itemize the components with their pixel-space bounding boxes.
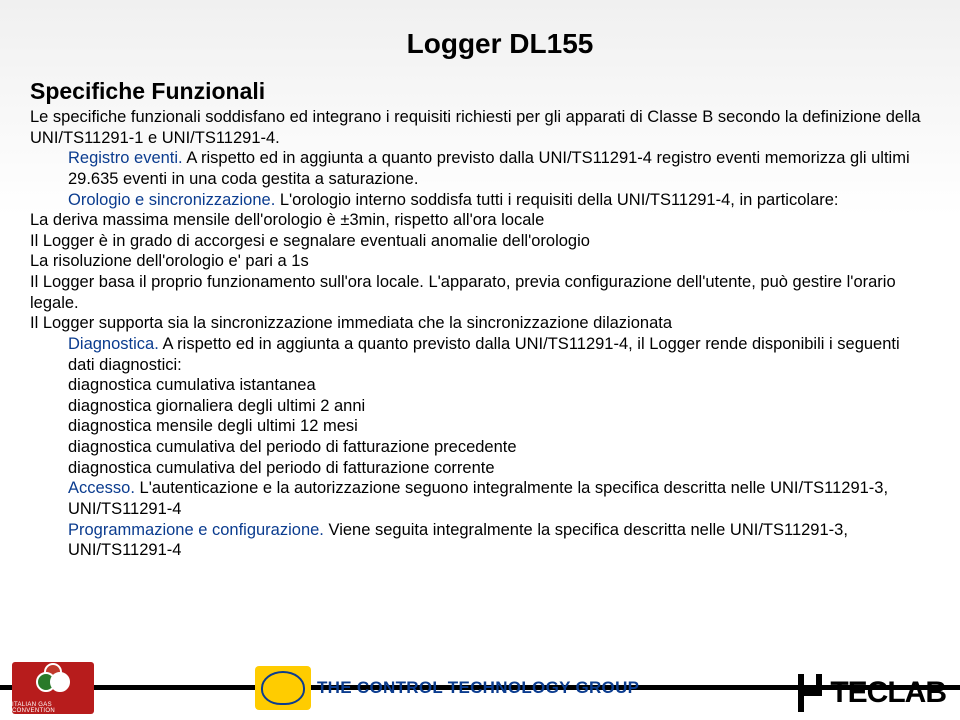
diag-line-2: diagnostica giornaliera degli ultimi 2 a…: [68, 396, 930, 417]
footer: ITALIAN GAS CONVENTION THE CONTROL TECHN…: [0, 658, 960, 720]
cpl-logo-icon: [255, 666, 311, 710]
igc-caption: ITALIAN GAS CONVENTION: [12, 702, 94, 714]
tagline-text: THE CONTROL TECHNOLOGY GROUP: [317, 678, 639, 698]
accesso-block: Accesso. L'autenticazione e la autorizza…: [68, 478, 930, 519]
orologio-label: Orologio e sincronizzazione.: [68, 191, 280, 209]
orologio-body: L'orologio interno soddisfa tutti i requ…: [280, 191, 839, 209]
accesso-label: Accesso.: [68, 479, 140, 497]
diagnostica-label: Diagnostica.: [68, 335, 162, 353]
diag-line-1: diagnostica cumulativa istantanea: [68, 375, 930, 396]
igc-rings-icon: [34, 663, 72, 701]
orologio-line-5: Il Logger supporta sia la sincronizzazio…: [30, 313, 930, 334]
registro-body: A rispetto ed in aggiunta a quanto previ…: [68, 149, 910, 188]
registro-block: Registro eventi. A rispetto ed in aggiun…: [68, 148, 930, 189]
section-heading: Specifiche Funzionali: [30, 78, 930, 105]
orologio-line-1: La deriva massima mensile dell'orologio …: [30, 210, 930, 231]
teclab-logo: TECLAB: [798, 674, 946, 712]
orologio-line-3: La risoluzione dell'orologio e' pari a 1…: [30, 251, 930, 272]
diag-line-4: diagnostica cumulativa del periodo di fa…: [68, 437, 930, 458]
igc-logo: ITALIAN GAS CONVENTION: [12, 662, 94, 714]
programmazione-block: Programmazione e configurazione. Viene s…: [68, 520, 930, 561]
center-brand: THE CONTROL TECHNOLOGY GROUP: [255, 666, 639, 710]
registro-label: Registro eventi.: [68, 149, 186, 167]
programmazione-label: Programmazione e configurazione.: [68, 521, 328, 539]
diag-line-3: diagnostica mensile degli ultimi 12 mesi: [68, 416, 930, 437]
diagnostica-body: A rispetto ed in aggiunta a quanto previ…: [68, 335, 900, 374]
accesso-body: L'autenticazione e la autorizzazione seg…: [68, 479, 888, 518]
diagnostica-header: Diagnostica. A rispetto ed in aggiunta a…: [68, 334, 930, 375]
orologio-line-2: Il Logger è in grado di accorgesi e segn…: [30, 231, 930, 252]
slide-title: Logger DL155: [70, 28, 930, 60]
diag-line-5: diagnostica cumulativa del periodo di fa…: [68, 458, 930, 479]
orologio-line-4: Il Logger basa il proprio funzionamento …: [30, 272, 930, 313]
teclab-text: TECLAB: [830, 676, 946, 710]
teclab-mark-icon: [798, 674, 828, 712]
orologio-header: Orologio e sincronizzazione. L'orologio …: [68, 190, 930, 211]
intro-paragraph: Le specifiche funzionali soddisfano ed i…: [30, 107, 930, 148]
